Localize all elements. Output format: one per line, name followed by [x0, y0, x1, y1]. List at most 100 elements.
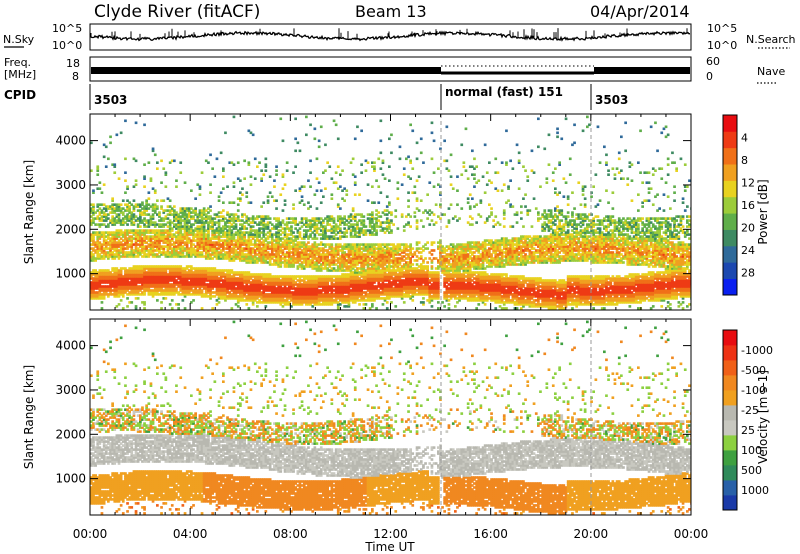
power-cell [317, 291, 321, 294]
power-cell [256, 285, 259, 288]
power-cell [336, 289, 340, 292]
power-cell [192, 277, 195, 280]
power-cell [96, 287, 100, 290]
power-cell [315, 287, 319, 290]
power-cell [262, 233, 266, 236]
power-cell [124, 157, 127, 161]
power-cell [326, 253, 329, 256]
power-cell [198, 243, 202, 246]
power-cell [173, 251, 176, 254]
power-cell [373, 245, 376, 248]
power-cell [217, 215, 221, 218]
power-cell [194, 219, 197, 222]
power-cell [319, 229, 323, 232]
power-cell [330, 287, 334, 290]
power-cell [234, 219, 238, 222]
power-cell [162, 277, 166, 280]
power-cell [228, 221, 232, 224]
power-cell [202, 209, 206, 212]
power-cell [96, 239, 100, 242]
power-cell [375, 297, 378, 300]
power-cell [141, 213, 144, 216]
power-cell [151, 147, 155, 151]
power-cell [217, 269, 221, 272]
power-cell [96, 217, 100, 220]
power-cell [371, 263, 374, 266]
power-cell [379, 221, 383, 224]
power-cell [198, 293, 202, 296]
power-cell [298, 245, 302, 248]
power-cell [104, 269, 108, 272]
power-cell [104, 241, 108, 244]
power-cell [362, 255, 366, 258]
power-cell [160, 281, 163, 284]
power-cell [104, 291, 108, 294]
power-cell [194, 275, 197, 278]
power-cell [371, 289, 374, 292]
power-cell [309, 251, 312, 254]
power-cell [168, 243, 172, 246]
power-cell [302, 287, 306, 290]
power-cell [328, 235, 332, 238]
power-cell [247, 259, 251, 262]
power-cell [385, 209, 389, 212]
power-cell [305, 287, 308, 290]
power-cell [156, 235, 159, 238]
power-cell [134, 179, 138, 182]
power-cell [353, 245, 357, 248]
power-cell [166, 233, 170, 236]
power-cell [204, 235, 208, 238]
power-cell [245, 261, 249, 264]
power-cell [226, 239, 229, 242]
power-cell [187, 209, 191, 212]
power-cell [100, 289, 104, 292]
power-cell [302, 277, 306, 280]
power-cell [107, 235, 110, 238]
power-cell [307, 285, 310, 288]
power-cell [332, 279, 336, 282]
power-cell [126, 305, 129, 308]
power-cell [141, 243, 144, 246]
power-cell [273, 285, 276, 288]
power-cell [96, 285, 100, 288]
power-cell [115, 289, 119, 292]
power-cell [94, 251, 97, 254]
power-cell [279, 281, 283, 284]
power-cell [358, 259, 361, 262]
power-cell [268, 261, 272, 264]
power-cell [349, 283, 353, 286]
power-cell [373, 227, 376, 230]
power-cell [334, 247, 338, 250]
power-cell [179, 215, 183, 218]
power-cell [388, 261, 391, 264]
power-cell [119, 269, 123, 272]
power-cell [166, 279, 170, 282]
power-cell [236, 229, 240, 232]
power-cell [243, 281, 246, 284]
power-cell [371, 225, 374, 228]
power-cell [217, 295, 221, 298]
power-cell [90, 257, 93, 260]
power-cell [330, 219, 334, 222]
power-cell [226, 229, 229, 232]
power-cell [190, 287, 193, 290]
power-cell [307, 261, 310, 264]
power-cell [168, 239, 172, 242]
power-cell [330, 289, 334, 292]
power-cell [109, 205, 112, 208]
power-cell [187, 251, 191, 254]
power-cell [136, 269, 140, 272]
power-cell [360, 247, 363, 250]
power-cell [111, 205, 114, 208]
power-cell [360, 227, 363, 230]
power-cell [264, 163, 268, 166]
power-cell [230, 277, 234, 280]
power-cell [228, 245, 232, 248]
power-cell [228, 225, 232, 228]
power-cell [222, 275, 225, 278]
power-cell [307, 257, 310, 260]
power-cell [96, 237, 100, 240]
power-cell [377, 257, 381, 260]
power-cell [190, 245, 193, 248]
